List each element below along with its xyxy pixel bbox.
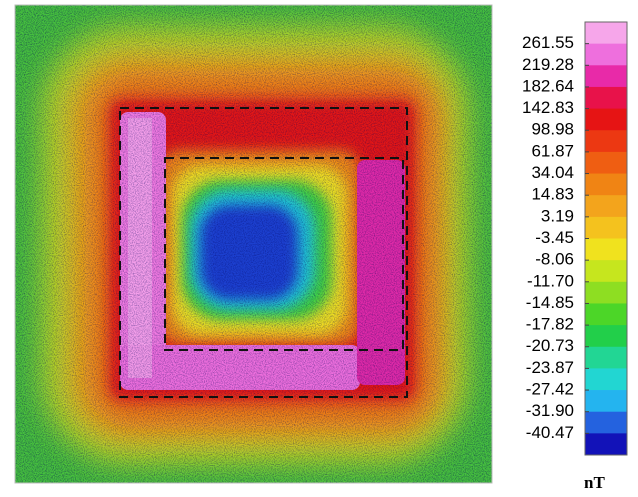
colorbar-label: 3.19	[541, 206, 574, 225]
colorbar-label: 61.87	[531, 141, 574, 160]
colorbar-band	[585, 368, 627, 390]
page: {"chart_data": {"type": "contour-map", "…	[0, 0, 638, 497]
colorbar-label: -40.47	[526, 423, 574, 442]
colorbar-band	[585, 433, 627, 455]
colorbar-label: -17.82	[526, 315, 574, 334]
colorbar-band	[585, 303, 627, 325]
colorbar-label: 34.04	[531, 163, 574, 182]
colorbar-band	[585, 87, 627, 109]
colorbar-label: -11.70	[527, 271, 574, 290]
colorbar-label: 98.98	[531, 120, 574, 139]
colorbar-band	[585, 44, 627, 66]
colorbar-label: 142.83	[522, 98, 574, 117]
colorbar-label: 182.64	[522, 76, 574, 95]
colorbar-band	[585, 152, 627, 174]
colorbar-band	[585, 282, 627, 304]
colorbar-band	[585, 195, 627, 217]
chart: 261.55 219.28 182.64 142.83 98.98 61.87 34.04 1…	[0, 0, 638, 497]
colorbar-band	[585, 65, 627, 87]
colorbar-label: -27.42	[526, 380, 574, 399]
colorbar-label: -31.90	[526, 401, 574, 420]
colorbar-band	[585, 109, 627, 131]
colorbar-label: -14.85	[526, 293, 574, 312]
colorbar-label: 219.28	[522, 55, 574, 74]
colorbar-band	[585, 412, 627, 434]
colorbar: 261.55 219.28 182.64 142.83 98.98 61.87 34.04 1…	[522, 22, 627, 456]
colorbar-band	[585, 22, 627, 44]
colorbar-band	[585, 325, 627, 347]
colorbar-label: -23.87	[526, 358, 574, 377]
colorbar-label: -3.45	[535, 228, 574, 247]
colorbar-label: 261.55	[522, 33, 574, 52]
colorbar-band	[585, 260, 627, 282]
field-map	[15, 5, 492, 483]
colorbar-label: -20.73	[526, 336, 574, 355]
colorbar-band	[585, 217, 627, 239]
colorbar-band	[585, 130, 627, 152]
colorbar-band	[585, 239, 627, 261]
colorbar-band	[585, 347, 627, 369]
unit-label: nT	[584, 473, 605, 492]
colorbar-label: -8.06	[535, 250, 574, 269]
colorbar-band	[585, 390, 627, 412]
colorbar-band	[585, 174, 627, 196]
colorbar-label: 14.83	[531, 185, 574, 204]
